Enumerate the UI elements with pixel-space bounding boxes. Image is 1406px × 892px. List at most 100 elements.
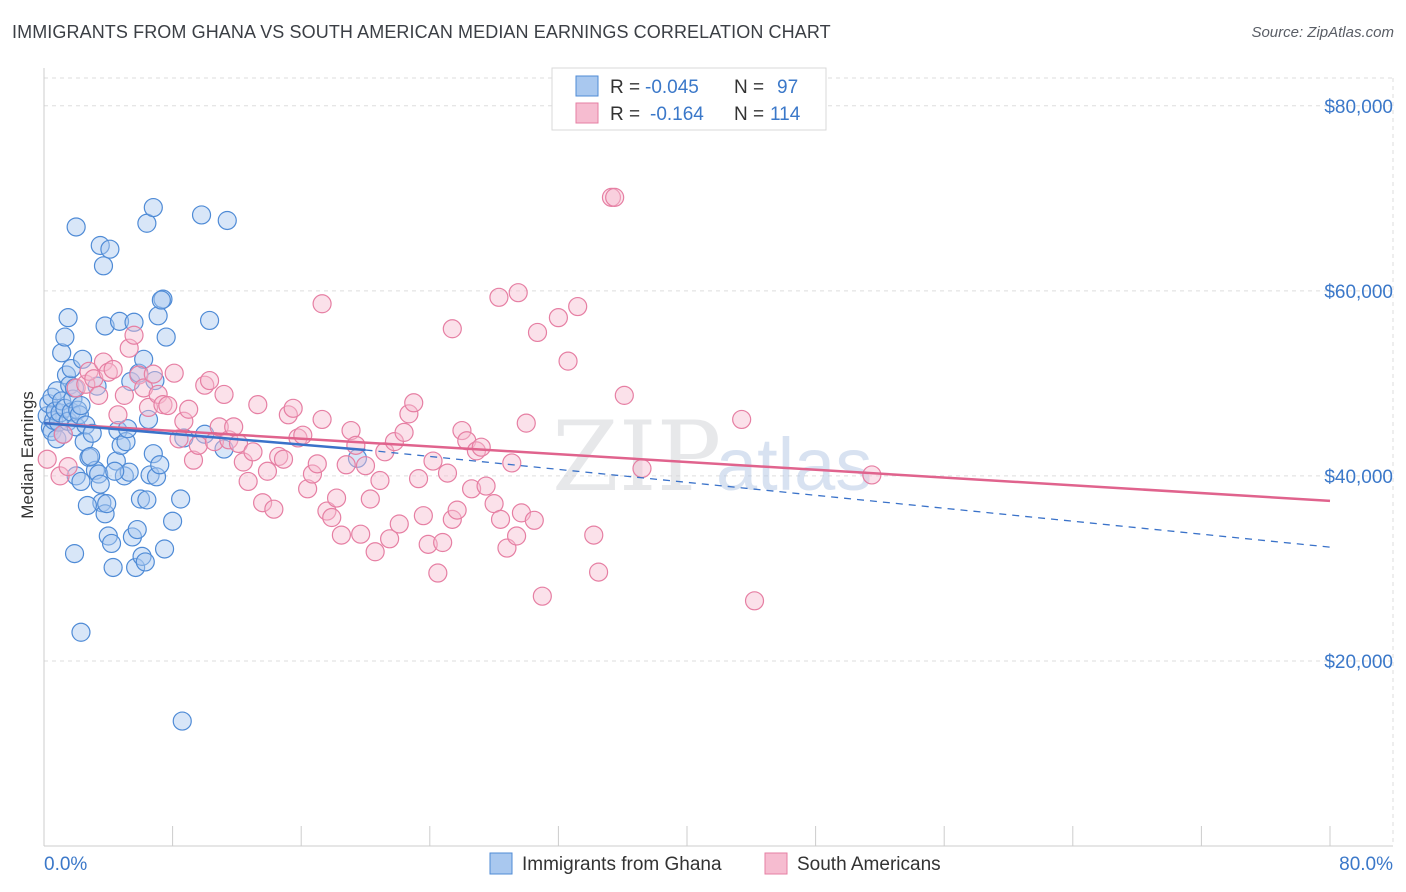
south-americans-point-91	[502, 453, 522, 473]
y-axis-title: Median Earnings	[18, 391, 37, 519]
ghana-point-75	[153, 289, 173, 309]
trend-line-ghana-solid	[43, 421, 366, 452]
south-americans-point-86	[471, 437, 491, 457]
ghana-point-54	[140, 465, 160, 485]
ghana-point-51	[132, 546, 152, 566]
bottom-legend-label-ghana: Immigrants from Ghana	[522, 854, 722, 875]
south-americans-point-18	[138, 397, 159, 418]
south-americans-point-3	[58, 457, 78, 477]
south-americans-point-87	[476, 476, 496, 496]
south-americans-point-96	[532, 586, 552, 606]
south-americans-point-39	[243, 442, 263, 462]
south-americans-point-106	[732, 409, 752, 430]
ghana-point-31	[82, 423, 102, 443]
south-americans-point-59	[341, 420, 361, 441]
legend-n-value-ghana: 97	[777, 77, 798, 98]
south-americans-point-53	[312, 409, 332, 430]
trend-line-ghana-dashed	[365, 449, 1331, 548]
south-americans-point-94	[516, 413, 536, 433]
south-americans-point-56	[326, 488, 347, 508]
south-americans-point-67	[380, 529, 400, 549]
ghana-point-95	[71, 622, 91, 642]
ghana-point-65	[95, 316, 115, 336]
ghana-point-67	[109, 311, 130, 331]
south-americans-point-70	[394, 422, 414, 442]
south-americans-point-42	[257, 461, 278, 481]
ghana-point-53	[137, 490, 157, 510]
south-americans-point-100	[588, 562, 609, 582]
ghana-point-58	[154, 539, 175, 559]
south-americans-point-57	[331, 525, 351, 545]
south-americans-point-47	[283, 398, 303, 418]
ghana-point-78	[81, 446, 101, 467]
ghana-point-60	[171, 489, 191, 509]
bottom-legend: Immigrants from Ghana South Americans	[489, 852, 941, 875]
legend-r-value-ghana: -0.045	[645, 77, 699, 98]
south-americans-point-78	[433, 532, 453, 553]
south-americans-point-27	[183, 450, 204, 470]
south-americans-point-82	[452, 420, 472, 441]
south-americans-point-111	[508, 283, 528, 303]
south-americans-point-33	[214, 384, 234, 405]
south-americans-point-58	[336, 455, 356, 475]
ghana-point-36	[95, 504, 115, 524]
south-americans-point-4	[66, 378, 86, 398]
south-americans-point-40	[248, 395, 268, 415]
legend-r-value-south-americans: -0.164	[650, 104, 704, 125]
south-americans-point-55	[322, 507, 342, 528]
ghana-point-39	[103, 557, 123, 578]
ghana-point-74	[148, 306, 168, 326]
south-americans-point-89	[490, 509, 511, 529]
ghana-point-57	[150, 455, 170, 475]
south-americans-point-95	[524, 510, 544, 530]
south-americans-point-64	[365, 542, 385, 562]
south-americans-point-101	[584, 525, 604, 545]
south-americans-point-38	[238, 471, 258, 492]
south-americans-point-19	[143, 364, 163, 384]
south-americans-point-104	[614, 385, 634, 405]
south-americans-point-77	[428, 563, 448, 583]
x-tick-label-max: 80.0%	[1339, 854, 1393, 875]
south-americans-point-52	[307, 454, 327, 474]
south-americans-point-62	[355, 456, 376, 476]
south-americans-point-49	[293, 425, 313, 445]
ghana-point-66	[100, 239, 120, 259]
ghana-point-59	[163, 511, 183, 531]
chart-title: IMMIGRANTS FROM GHANA VS SOUTH AMERICAN …	[12, 22, 831, 42]
ghana-point-56	[146, 467, 167, 487]
south-americans-point-105	[632, 458, 652, 479]
south-americans-point-22	[158, 395, 178, 416]
series-ghana-points	[37, 197, 368, 731]
ghana-point-64	[93, 256, 114, 276]
south-americans-point-30	[199, 370, 220, 391]
ghana-point-52	[135, 552, 155, 572]
ghana-point-87	[151, 290, 171, 310]
south-americans-point-13	[114, 385, 134, 405]
south-americans-point-0	[37, 449, 57, 469]
south-americans-point-108	[862, 465, 882, 485]
south-americans-point-12	[108, 405, 128, 425]
south-americans-point-23	[164, 363, 184, 383]
ghana-point-82	[77, 495, 98, 516]
south-americans-point-51	[302, 464, 323, 484]
ghana-point-48	[126, 557, 146, 578]
south-americans-point-60	[346, 435, 366, 455]
ghana-point-33	[89, 464, 109, 484]
legend-n-value-south-americans: 114	[770, 104, 801, 125]
ghana-point-88	[191, 205, 212, 225]
top-legend: R = -0.045 N = 97 R = -0.164 N = 114	[551, 67, 827, 131]
south-americans-point-75	[418, 534, 438, 554]
ghana-point-27	[71, 395, 91, 416]
south-americans-point-113	[312, 294, 332, 314]
south-americans-point-45	[273, 449, 294, 469]
ghana-point-61	[72, 349, 93, 369]
south-americans-point-2	[53, 424, 73, 444]
south-americans-point-69	[389, 514, 409, 534]
y-tick-labels: $20,000 $40,000 $60,000 $80,000	[1324, 97, 1393, 673]
south-americans-point-37	[233, 452, 253, 472]
south-americans-point-109	[442, 319, 462, 339]
y-tick-label-3: $80,000	[1324, 97, 1393, 118]
ghana-point-90	[199, 310, 220, 331]
ghana-point-22	[55, 327, 75, 347]
legend-r-label-ghana: R =	[610, 77, 640, 98]
